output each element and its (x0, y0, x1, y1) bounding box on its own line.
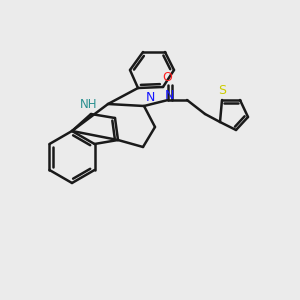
Text: S: S (218, 84, 226, 97)
Text: NH: NH (80, 98, 98, 111)
Text: N: N (165, 89, 174, 102)
Text: O: O (162, 71, 172, 84)
Text: N: N (146, 91, 155, 104)
